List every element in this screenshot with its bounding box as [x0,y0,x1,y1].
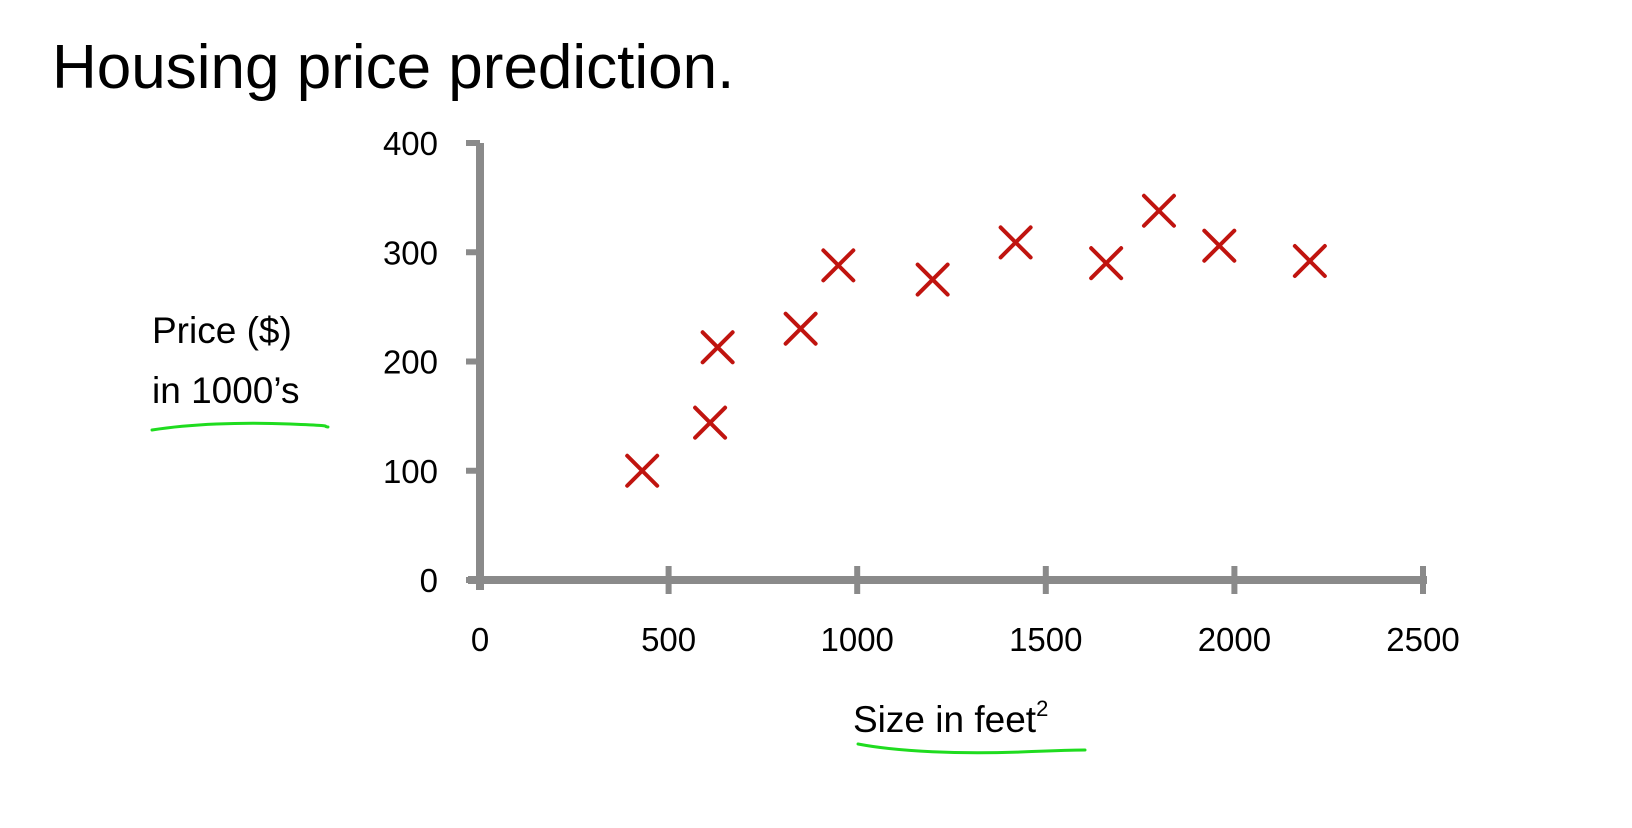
x-label-underline-annotation [858,744,1085,753]
x-tick-label-1000: 1000 [820,621,893,658]
data-point-marker [918,265,948,295]
x-marker-0-5 [918,265,948,295]
x-axis-label-superscript: 2 [1036,696,1048,721]
data-point-marker [1144,196,1174,226]
data-point-marker [627,456,657,486]
data-point-marker [703,332,733,362]
x-marker-0-8 [1144,196,1174,226]
axes [468,143,1427,590]
data-point-marker [1295,246,1325,276]
x-marker-0-10 [1295,246,1325,276]
x-marker-0-6 [1001,227,1031,257]
y-label-underline-annotation [152,423,328,430]
data-point-marker [1204,231,1234,261]
x-axis-label-text: Size in feet [853,699,1037,740]
data-point-marker [1001,227,1031,257]
data-point-marker [786,314,816,344]
x-tick-label-2000: 2000 [1198,621,1271,658]
y-axis-label-line-1: Price ($) [152,310,292,351]
x-marker-0-7 [1091,248,1121,278]
axis-ticks [466,143,1423,594]
x-marker-0-9 [1204,231,1234,261]
x-tick-label-500: 500 [641,621,696,658]
y-tick-label-100: 100 [383,453,438,490]
y-tick-label-0: 0 [420,562,438,599]
y-axis-label-line-2: in 1000’s [152,370,299,411]
x-marker-0-4 [823,250,853,280]
x-tick-label-0: 0 [471,621,489,658]
y-tick-label-200: 200 [383,344,438,381]
x-marker-0-3 [786,314,816,344]
x-tick-label-1500: 1500 [1009,621,1082,658]
data-markers [627,196,1325,486]
data-point-marker [1091,248,1121,278]
chart-title: Housing price prediction. [52,33,734,102]
x-marker-0-1 [695,408,725,438]
y-tick-label-300: 300 [383,234,438,271]
data-point-marker [695,408,725,438]
y-tick-label-400: 400 [383,125,438,162]
x-marker-0-0 [627,456,657,486]
x-axis-label: Size in feet2 [853,696,1048,740]
x-marker-0-2 [703,332,733,362]
x-tick-label-2500: 2500 [1386,621,1459,658]
data-point-marker [823,250,853,280]
